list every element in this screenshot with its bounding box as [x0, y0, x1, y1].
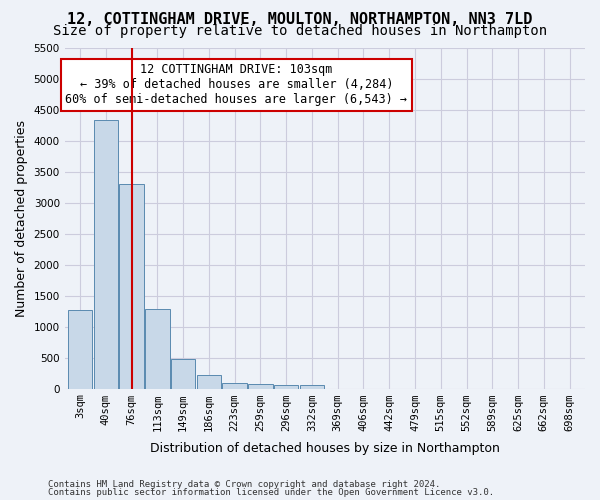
- Text: Contains HM Land Registry data © Crown copyright and database right 2024.: Contains HM Land Registry data © Crown c…: [48, 480, 440, 489]
- Bar: [197, 375, 221, 388]
- Bar: [68, 310, 92, 388]
- Y-axis label: Number of detached properties: Number of detached properties: [15, 120, 28, 317]
- Bar: [145, 310, 170, 388]
- Bar: [119, 184, 144, 388]
- Bar: [171, 359, 196, 388]
- Text: 12, COTTINGHAM DRIVE, MOULTON, NORTHAMPTON, NN3 7LD: 12, COTTINGHAM DRIVE, MOULTON, NORTHAMPT…: [67, 12, 533, 28]
- X-axis label: Distribution of detached houses by size in Northampton: Distribution of detached houses by size …: [150, 442, 500, 455]
- Bar: [223, 383, 247, 388]
- Text: 12 COTTINGHAM DRIVE: 103sqm
← 39% of detached houses are smaller (4,284)
60% of : 12 COTTINGHAM DRIVE: 103sqm ← 39% of det…: [65, 64, 407, 106]
- Bar: [300, 385, 324, 388]
- Bar: [94, 120, 118, 388]
- Text: Contains public sector information licensed under the Open Government Licence v3: Contains public sector information licen…: [48, 488, 494, 497]
- Text: Size of property relative to detached houses in Northampton: Size of property relative to detached ho…: [53, 24, 547, 38]
- Bar: [248, 384, 272, 388]
- Bar: [274, 385, 298, 388]
